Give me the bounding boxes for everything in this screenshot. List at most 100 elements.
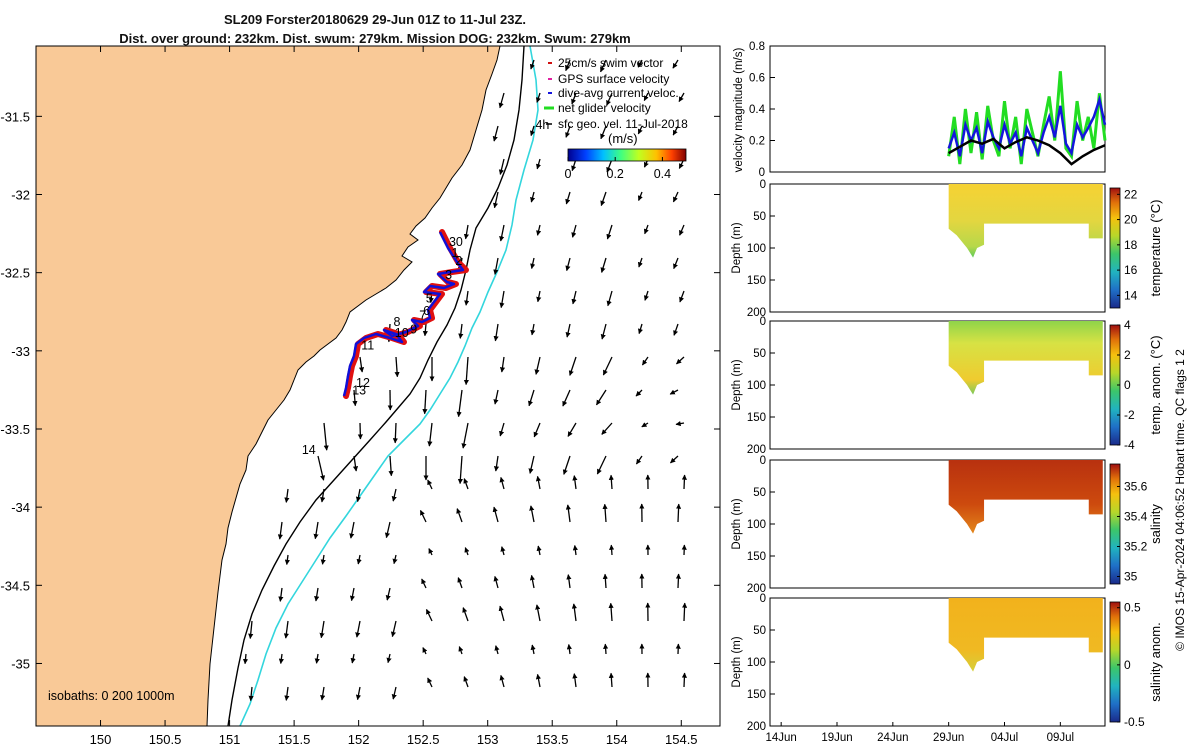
current-vector bbox=[427, 479, 433, 490]
current-vector bbox=[350, 653, 356, 664]
current-vector bbox=[388, 455, 394, 477]
current-vector bbox=[456, 508, 463, 523]
current-vector bbox=[535, 475, 541, 490]
current-vector bbox=[457, 455, 463, 485]
profile-colorbar bbox=[1109, 601, 1121, 723]
current-vector bbox=[463, 224, 470, 240]
current-vector bbox=[456, 389, 463, 418]
velocity-panel: 0 0.2 0.4 0.6 0.8 velocity magnitude (m/s) bbox=[733, 41, 1107, 179]
track-day-label: 7 bbox=[419, 309, 426, 323]
depth-tick-label: 0 bbox=[760, 455, 766, 467]
date-tick-label: 04Jul bbox=[991, 732, 1019, 744]
current-vector bbox=[637, 191, 643, 201]
current-vector bbox=[390, 620, 397, 638]
current-vector bbox=[284, 554, 290, 566]
legend-dive-avg: dive-avg current veloc. bbox=[558, 86, 679, 100]
date-tick-label: 19Jun bbox=[821, 732, 852, 744]
current-vector bbox=[596, 455, 607, 475]
current-vector bbox=[566, 574, 572, 589]
profile-data-region bbox=[948, 598, 1103, 672]
current-vector bbox=[533, 422, 541, 438]
profile-data-region bbox=[948, 460, 1103, 534]
legend-gps-velocity: GPS surface velocity bbox=[558, 72, 669, 86]
map-lat-tick-label: -34.5 bbox=[0, 578, 30, 593]
current-vector bbox=[643, 290, 649, 301]
depth-tick-label: 0 bbox=[760, 179, 766, 191]
velocity-ytick-label: 0.4 bbox=[749, 104, 766, 116]
profile-data-region bbox=[948, 184, 1103, 258]
current-vector bbox=[313, 521, 319, 540]
current-vector bbox=[675, 573, 681, 589]
current-vector bbox=[568, 356, 577, 376]
map-lon-tick-label: 150 bbox=[90, 732, 112, 747]
colorbar-tick-label: 14 bbox=[1124, 288, 1138, 302]
map-lon-tick-label: 153 bbox=[477, 732, 499, 747]
current-vector bbox=[635, 389, 643, 397]
current-vector bbox=[457, 577, 463, 589]
current-vector bbox=[277, 521, 283, 540]
current-vector bbox=[637, 323, 643, 335]
current-vector bbox=[283, 620, 289, 639]
current-vector bbox=[678, 92, 685, 103]
depth-tick-label: 50 bbox=[753, 348, 766, 360]
current-vector bbox=[675, 421, 685, 427]
current-vector bbox=[603, 643, 609, 655]
current-vector bbox=[600, 323, 607, 340]
current-vector bbox=[314, 653, 320, 664]
current-vector bbox=[355, 488, 361, 503]
depth-tick-label: 200 bbox=[747, 307, 766, 319]
depth-tick-label: 150 bbox=[747, 275, 766, 287]
isobath-1000m bbox=[239, 45, 539, 727]
profile-panel-temperature: 0 50 100 150 200 Depth (m) 14 16 18 20 22 temperatu… bbox=[731, 179, 1163, 319]
map-lon-tick-label: 154.5 bbox=[665, 732, 698, 747]
current-vector bbox=[595, 389, 607, 406]
depth-axis-label: Depth (m) bbox=[731, 636, 743, 687]
current-vector bbox=[248, 620, 254, 639]
current-vector bbox=[562, 389, 571, 407]
current-vector bbox=[602, 356, 613, 376]
current-vector bbox=[427, 422, 433, 447]
current-vector bbox=[392, 422, 398, 444]
current-vector bbox=[679, 290, 685, 303]
map-legend: 25cm/s swim vector GPS surface velocity … bbox=[544, 56, 688, 181]
land-mass bbox=[35, 45, 501, 727]
velocity-series-line bbox=[947, 71, 1107, 165]
current-vector bbox=[673, 257, 679, 270]
current-vector bbox=[278, 653, 284, 665]
current-vector bbox=[284, 686, 290, 701]
colorbar-label: salinity anom. bbox=[1148, 622, 1163, 701]
current-vector bbox=[571, 290, 577, 305]
current-vector bbox=[529, 505, 535, 523]
current-vector bbox=[464, 547, 470, 556]
colorbar-label: temperature (°C) bbox=[1148, 200, 1163, 297]
depth-tick-label: 150 bbox=[747, 551, 766, 563]
date-tick-label: 09Jul bbox=[1047, 732, 1075, 744]
current-vector bbox=[422, 389, 428, 415]
current-vector bbox=[536, 158, 542, 170]
current-vector bbox=[572, 673, 578, 688]
colorbar-tick-label: 0 bbox=[565, 167, 572, 181]
date-tick-label: 29Jun bbox=[933, 732, 964, 744]
current-vector bbox=[320, 554, 326, 565]
current-vector bbox=[358, 356, 365, 373]
depth-tick-label: 100 bbox=[747, 243, 766, 255]
current-vector bbox=[462, 607, 469, 622]
current-vector bbox=[385, 587, 391, 601]
map-lon-tick-label: 151.5 bbox=[278, 732, 311, 747]
map-axis-ticks: 150 150.5 151 151.5 152 152.5 153 153.5 154 154.5… bbox=[0, 46, 720, 747]
title-line-1: SL209 Forster20180629 29-Jun 01Z to 11-J… bbox=[223, 12, 527, 27]
current-vector bbox=[600, 257, 607, 273]
glider-track-blue bbox=[342, 231, 465, 397]
map-lat-tick-label: -33 bbox=[11, 344, 30, 359]
current-vector bbox=[349, 521, 355, 539]
profile-panel-temperature-anomaly: 0 50 100 150 200 Depth (m) -4 -2 0 2 4 temp. anom. … bbox=[731, 316, 1163, 456]
current-vector bbox=[499, 422, 505, 437]
track-day-label: 14 bbox=[302, 443, 316, 457]
depth-tick-label: 150 bbox=[747, 689, 766, 701]
colorbar-tick-label: 0.5 bbox=[1124, 601, 1141, 615]
current-vector bbox=[681, 602, 688, 622]
current-vector bbox=[601, 422, 613, 435]
current-vector bbox=[600, 191, 607, 207]
figure-title: SL209 Forster20180629 29-Jun 01Z to 11-J… bbox=[30, 10, 720, 48]
